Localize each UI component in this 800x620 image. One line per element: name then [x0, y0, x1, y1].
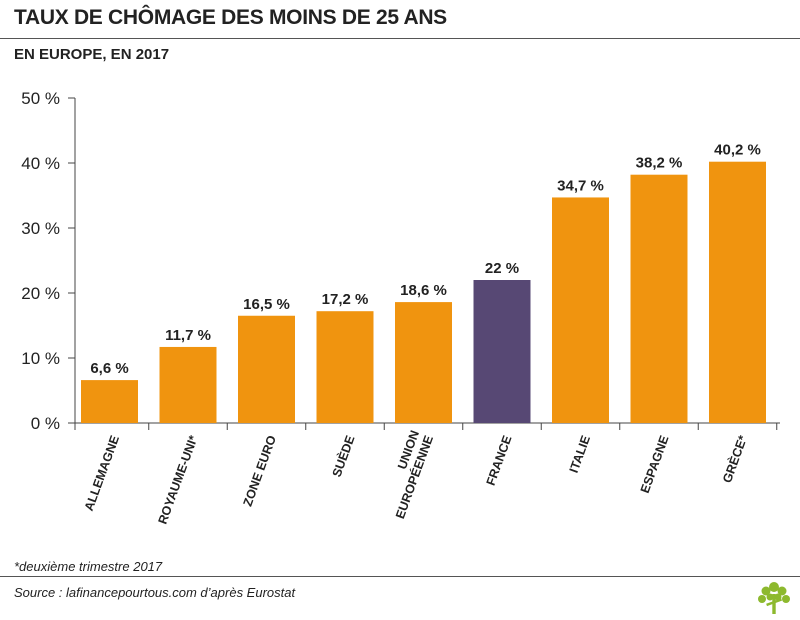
bar	[316, 311, 374, 423]
tree-icon	[758, 582, 790, 614]
data-label: 16,5 %	[243, 296, 290, 313]
data-label: 18,6 %	[400, 282, 447, 299]
chart-title: TAUX DE CHÔMAGE DES MOINS DE 25 ANS	[14, 6, 447, 29]
x-tick-label: ROYAUME-UNI*	[156, 433, 201, 526]
y-tick-label: 50 %	[21, 89, 60, 108]
data-label: 6,6 %	[90, 360, 128, 377]
data-label: 34,7 %	[557, 177, 604, 194]
y-tick-label: 30 %	[21, 219, 60, 238]
x-tick-label: ALLEMAGNE	[82, 434, 122, 513]
bar-chart: 0 % 10 % 20 % 30 % 40 % 50 % 6,6 % 11,7 % 16,5 …	[21, 89, 780, 526]
bar	[473, 280, 531, 423]
bars	[81, 161, 766, 423]
x-tick-label: FRANCE	[484, 434, 515, 488]
bar	[552, 197, 609, 423]
x-tick-label-line: ITALIE	[567, 434, 593, 475]
x-tick-label: SUÈDE	[329, 433, 358, 479]
y-tick-label: 20 %	[21, 284, 60, 303]
x-tick-label-line: ZONE EURO	[241, 433, 280, 508]
x-tick-label-line: GRÈCE*	[719, 433, 750, 485]
x-tick-label-line: SUÈDE	[329, 433, 358, 479]
x-tick-label-line: ROYAUME-UNI*	[156, 433, 201, 526]
data-label: 17,2 %	[322, 291, 369, 308]
x-tick-label-line: FRANCE	[484, 434, 515, 488]
bar	[238, 315, 295, 423]
category-labels: ALLEMAGNE ROYAUME-UNI* ZONE EURO SUÈDE UNION…	[74, 423, 778, 526]
bar	[630, 174, 688, 423]
data-label: 40,2 %	[714, 142, 761, 159]
x-tick-label-line: ALLEMAGNE	[82, 434, 122, 513]
data-label: 38,2 %	[636, 155, 683, 172]
bar	[709, 161, 766, 423]
y-tick-label: 0 %	[31, 414, 60, 433]
value-labels: 6,6 % 11,7 % 16,5 % 17,2 % 18,6 % 22 % 34,7 % 3…	[90, 142, 761, 377]
title-divider	[0, 38, 800, 39]
footer-divider	[0, 576, 800, 577]
data-label: 11,7 %	[165, 327, 211, 344]
data-label: 22 %	[485, 260, 519, 277]
x-tick-label: ITALIE	[567, 434, 593, 475]
x-tick-label: ESPAGNE	[638, 434, 672, 495]
x-tick-label: GRÈCE*	[719, 433, 750, 485]
bar	[395, 302, 452, 423]
footnote: *deuxième trimestre 2017	[14, 559, 163, 574]
y-tick-label: 10 %	[21, 349, 60, 368]
bar	[159, 346, 217, 423]
x-tick-label: ZONE EURO	[241, 433, 280, 508]
x-tick-label-line: ESPAGNE	[638, 434, 672, 495]
source-note: Source : lafinancepourtous.com d’après E…	[14, 585, 296, 600]
y-tick-label: 40 %	[21, 154, 60, 173]
bar	[81, 380, 138, 423]
chart-subtitle: EN EUROPE, EN 2017	[14, 46, 170, 63]
